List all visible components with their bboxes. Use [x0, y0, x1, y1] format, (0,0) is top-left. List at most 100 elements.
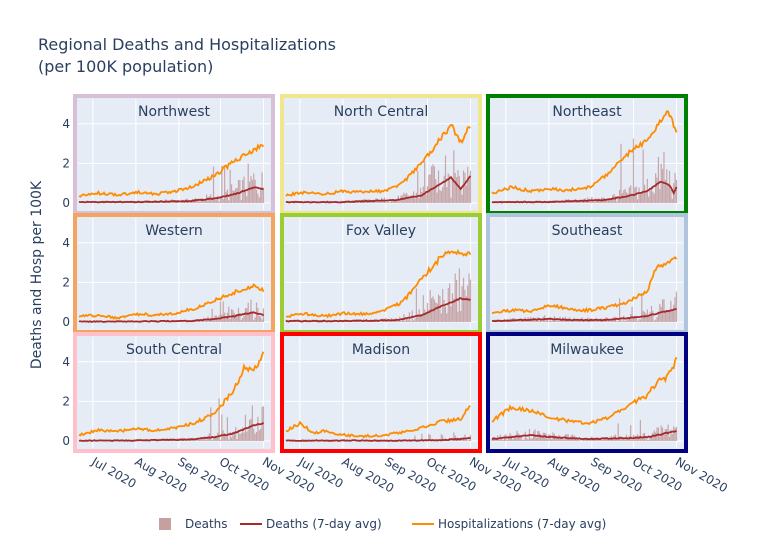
- deaths-bar: [247, 302, 249, 323]
- deaths-bar: [204, 200, 206, 204]
- deaths-bar: [602, 320, 604, 323]
- deaths-bar: [580, 320, 582, 323]
- deaths-bar: [546, 318, 549, 323]
- deaths-bar: [232, 432, 234, 442]
- deaths-bar: [260, 187, 262, 204]
- deaths-bar: [200, 321, 202, 323]
- deaths-bar: [645, 190, 647, 204]
- deaths-bar: [200, 437, 202, 442]
- deaths-bar: [650, 435, 653, 442]
- deaths-bar: [555, 320, 557, 323]
- deaths-bar: [539, 434, 542, 442]
- deaths-bar: [419, 314, 422, 323]
- deaths-bar: [655, 319, 657, 323]
- deaths-bar: [491, 438, 493, 442]
- deaths-bar: [224, 432, 226, 442]
- deaths-bar: [453, 150, 455, 204]
- deaths-bar: [653, 193, 655, 204]
- deaths-bar: [531, 438, 533, 442]
- deaths-bar: [447, 173, 449, 204]
- deaths-bar: [237, 180, 240, 204]
- deaths-bar: [465, 296, 467, 323]
- deaths-bar: [535, 437, 537, 442]
- deaths-bar: [428, 433, 430, 442]
- panel-border: [486, 332, 688, 453]
- deaths-bar: [214, 197, 216, 204]
- deaths-avg-line: [491, 429, 677, 441]
- deaths-bar: [468, 440, 470, 442]
- deaths-bar: [551, 439, 553, 442]
- panel-southeast: Southeast: [486, 213, 688, 334]
- deaths-bar: [169, 202, 172, 204]
- panel-fox-valley: Fox Valley: [280, 213, 482, 334]
- deaths-bar: [435, 302, 437, 323]
- deaths-bar: [675, 291, 678, 323]
- deaths-bar: [371, 200, 373, 204]
- legend-label: Hospitalizations (7-day avg): [438, 517, 606, 531]
- deaths-bar: [631, 306, 633, 323]
- deaths-bar: [415, 192, 417, 204]
- deaths-bar: [240, 320, 242, 323]
- deaths-bar: [404, 320, 406, 323]
- deaths-bar: [296, 321, 298, 323]
- deaths-bar: [582, 439, 585, 442]
- hosp-avg-line: [491, 110, 678, 195]
- deaths-bar: [444, 306, 447, 323]
- deaths-bar: [221, 414, 223, 442]
- deaths-bar: [415, 288, 417, 323]
- deaths-avg-line: [285, 436, 471, 442]
- legend-item-1: Deaths (7-day avg): [240, 517, 382, 531]
- deaths-bar: [623, 438, 625, 442]
- legend-label: Deaths: [185, 517, 228, 531]
- deaths-bar: [616, 201, 618, 204]
- panel-title: Western: [145, 223, 202, 239]
- deaths-bar: [205, 319, 208, 323]
- deaths-bar: [501, 438, 503, 442]
- deaths-bar: [569, 201, 571, 204]
- deaths-bar: [457, 311, 459, 323]
- deaths-bar: [607, 438, 610, 442]
- deaths-bar: [174, 201, 176, 204]
- deaths-bar: [215, 436, 217, 442]
- deaths-bar: [531, 320, 533, 323]
- deaths-bar: [412, 320, 415, 323]
- deaths-bar: [603, 199, 605, 204]
- deaths-bar: [236, 188, 238, 204]
- deaths-bar: [598, 321, 600, 323]
- deaths-bar: [428, 309, 430, 323]
- deaths-bar: [235, 426, 237, 442]
- deaths-bar: [649, 312, 651, 323]
- deaths-bar: [251, 405, 253, 442]
- deaths-bar: [609, 321, 611, 323]
- deaths-bar: [569, 439, 571, 442]
- deaths-bar: [464, 289, 466, 323]
- deaths-bar: [449, 175, 451, 204]
- deaths-bar: [410, 320, 412, 323]
- deaths-bar: [436, 303, 438, 323]
- deaths-bar: [585, 200, 587, 204]
- deaths-bar: [379, 201, 381, 204]
- deaths-bar: [440, 191, 442, 204]
- deaths-bar: [588, 200, 590, 204]
- deaths-bar: [599, 439, 601, 442]
- deaths-bar: [455, 279, 458, 323]
- hosp-avg-line: [285, 123, 471, 197]
- deaths-bar: [609, 438, 611, 442]
- deaths-bar: [548, 321, 550, 323]
- deaths-bar: [621, 437, 623, 442]
- deaths-bar: [660, 163, 662, 204]
- deaths-bar: [118, 202, 120, 204]
- deaths-bar: [251, 179, 253, 204]
- deaths-bar: [585, 438, 587, 442]
- hosp-avg-line: [491, 356, 678, 426]
- deaths-bar: [226, 417, 228, 442]
- deaths-bar: [673, 304, 675, 323]
- deaths-bar: [417, 170, 419, 204]
- deaths-bar: [248, 420, 251, 442]
- deaths-bar: [260, 316, 262, 323]
- deaths-bar: [663, 151, 665, 204]
- deaths-bar: [581, 202, 583, 204]
- deaths-bar: [671, 198, 673, 204]
- deaths-bar: [199, 201, 201, 204]
